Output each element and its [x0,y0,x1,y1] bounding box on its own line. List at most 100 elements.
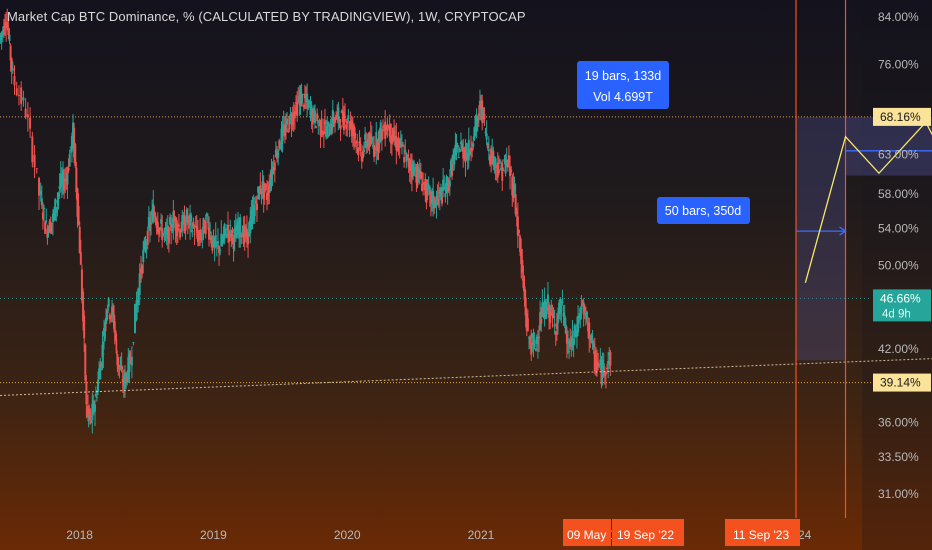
candle-body [561,301,564,303]
candle-body [484,132,487,134]
candle-body [544,301,547,318]
candle-body [321,132,324,135]
candle-body [84,344,87,381]
candle-body [66,173,69,185]
candle-body [132,342,135,344]
candle-body [272,167,275,172]
candle-body [369,135,372,145]
candle-body [248,222,251,237]
candle-body [280,128,283,145]
candle-body [60,178,63,185]
candle-body [50,222,53,224]
candle-body [594,360,597,362]
candle-body [380,130,383,141]
candle-body [85,383,88,405]
candle-body [115,350,118,354]
candle-body [339,125,342,130]
candle-body [384,121,387,139]
price-tick-label: 42.00% [878,342,919,356]
candle-body [569,339,572,347]
candle-body [175,220,178,237]
candle-body [219,250,222,252]
candle-body [391,128,394,142]
price-axis[interactable]: 84.00% 76.00% 63.00% 58.00% 54.00% 50.00% 42.0… [873,10,931,501]
candle-body [447,183,450,191]
candle-body [247,232,250,245]
candle-body [228,230,231,242]
candle-body [393,130,396,141]
candle-body [598,364,601,367]
candle-body [171,229,174,232]
candle-body [589,337,592,339]
candle-body [335,114,338,120]
candle-body [420,183,423,191]
candle-body [564,324,567,334]
candle-body [113,321,116,332]
candle-body [377,138,380,149]
candle-body [156,221,159,233]
candle-body [63,182,66,191]
candle-body [344,115,347,118]
candle-body [72,122,75,143]
candle-body [394,138,397,140]
candle-body [161,228,164,240]
candle-body [250,210,253,227]
candle-body [480,104,483,109]
candle-body [416,166,419,186]
candle-body [581,304,584,307]
candle-body [517,230,520,234]
candle-body [107,298,110,307]
candle-body [123,373,126,390]
candle-body [9,45,12,61]
candle-body [383,129,386,132]
price-tick-label: 31.00% [878,487,919,501]
candle-body [425,183,428,203]
price-tag-39-bg [873,373,931,392]
range-arrow-head [839,226,847,236]
candle-body [406,155,409,157]
candle-body [545,307,548,315]
candle-body [597,362,600,366]
candle-body [526,318,529,331]
candle-body [15,88,18,96]
candle-body [367,139,370,147]
candle-body [399,138,402,140]
candle-body [300,93,303,107]
candle-body [24,108,27,118]
candle-body [307,102,310,109]
candle-body [459,142,462,144]
candle-body [356,141,359,143]
candle-body [135,300,138,320]
candle-body [319,120,322,136]
candle-body [454,144,457,155]
candle-body [111,306,114,315]
support-trendline [0,358,932,396]
candle-body [88,409,91,416]
candle-body [214,235,217,247]
candle-body [0,34,2,41]
candle-body [267,192,270,196]
candle-body [46,228,49,238]
candle-body [519,236,522,252]
current-price-countdown: 4d 9h [882,308,911,320]
candle-body [471,148,474,151]
candle-body [429,191,432,204]
candle-body [185,209,188,223]
candle-body [290,123,293,125]
candle-body [150,223,153,225]
candle-body [435,196,438,205]
candle-body [524,297,527,316]
candle-body [22,97,25,101]
candle-body [501,163,504,181]
candle-body [338,119,341,122]
candle-body [58,186,61,190]
candle-body [235,232,238,239]
time-tick-label: 2020 [334,528,361,542]
candle-body [603,371,606,377]
candle-body [108,314,111,320]
candle-body [6,22,9,28]
candle-body [583,307,586,312]
candle-body [318,120,321,122]
